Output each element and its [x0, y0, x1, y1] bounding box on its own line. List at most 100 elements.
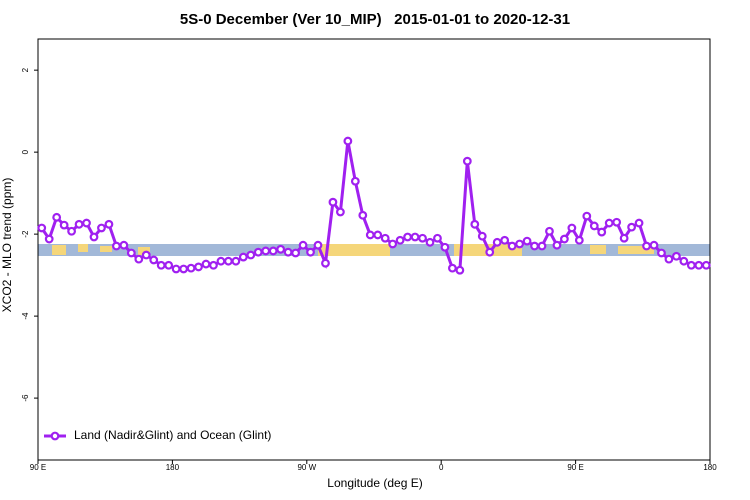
data-point	[597, 227, 607, 237]
data-point	[67, 226, 76, 236]
data-point	[126, 248, 136, 258]
data-point	[343, 136, 353, 146]
data-point	[448, 263, 457, 273]
data-point	[313, 240, 323, 250]
data-point	[395, 235, 405, 245]
data-point	[141, 250, 151, 260]
data-point	[642, 241, 651, 251]
data-point	[634, 218, 644, 228]
data-point	[238, 252, 248, 262]
y-tick-label: -2	[21, 230, 30, 238]
data-point	[179, 264, 189, 274]
data-point	[470, 219, 480, 229]
data-point	[574, 235, 584, 245]
data-point	[672, 251, 681, 261]
data-point	[530, 241, 539, 251]
data-point	[74, 219, 84, 229]
data-point	[268, 246, 278, 256]
data-point	[380, 233, 390, 243]
data-point	[194, 262, 203, 272]
data-point	[111, 241, 121, 251]
data-point	[492, 237, 502, 247]
data-point	[52, 212, 62, 222]
x-tick-label: 180	[703, 463, 717, 472]
data-point	[477, 231, 487, 241]
y-tick-label: 0	[21, 149, 30, 154]
data-point	[104, 219, 114, 229]
data-point	[664, 254, 674, 264]
data-point	[276, 244, 286, 254]
data-point	[82, 218, 91, 228]
data-point	[321, 258, 330, 268]
data-point	[694, 260, 704, 270]
data-point	[507, 241, 517, 251]
data-point	[358, 210, 368, 220]
data-point	[37, 223, 47, 233]
data-point	[164, 260, 174, 270]
plot-frame	[37, 38, 711, 461]
data-point	[149, 255, 159, 265]
data-point	[403, 232, 413, 242]
data-point	[328, 197, 338, 207]
y-axis-label: XCO2 - MLO trend (ppm)	[0, 178, 14, 313]
data-point	[679, 256, 689, 266]
y-tick-label: -6	[21, 394, 30, 402]
data-point	[627, 222, 636, 232]
data-point	[171, 264, 181, 274]
data-point	[425, 237, 435, 247]
data-point	[418, 233, 427, 243]
data-point	[291, 248, 301, 258]
data-point	[283, 247, 293, 257]
data-point	[433, 233, 442, 243]
y-tick-label: 2	[21, 67, 30, 72]
data-point	[522, 236, 532, 246]
x-tick-label: 90 E	[30, 463, 46, 472]
data-point	[701, 260, 711, 270]
data-point	[373, 230, 383, 240]
data-point	[350, 176, 360, 186]
data-point	[223, 256, 233, 266]
data-point	[537, 241, 547, 251]
data-point	[231, 256, 241, 266]
data-point	[500, 235, 510, 245]
data-point	[246, 250, 256, 260]
data-point	[455, 265, 465, 275]
y-tick-label: -4	[21, 312, 30, 320]
data-point	[216, 256, 226, 266]
x-tick-label: 0	[439, 463, 444, 472]
data-point	[89, 232, 99, 242]
data-point	[119, 240, 129, 250]
data-point	[186, 263, 196, 273]
data-point	[545, 226, 554, 236]
data-point	[365, 230, 375, 240]
chart-title: 5S-0 December (Ver 10_MIP) 2015-01-01 to…	[180, 11, 570, 28]
data-point	[201, 259, 211, 269]
data-point	[515, 239, 524, 249]
data-point	[560, 234, 569, 244]
data-point	[485, 247, 495, 257]
data-point	[582, 211, 592, 221]
data-point	[388, 239, 398, 249]
surface-strip	[38, 244, 710, 256]
data-point	[59, 220, 69, 230]
data-point	[209, 260, 218, 270]
legend-marker	[50, 431, 60, 441]
data-point	[97, 223, 106, 233]
data-point	[306, 247, 315, 257]
x-axis-label: Longitude (deg E)	[327, 476, 422, 490]
legend-label: Land (Nadir&Glint) and Ocean (Glint)	[74, 428, 271, 442]
data-point	[657, 248, 666, 258]
x-tick-label: 90 W	[297, 463, 316, 472]
data-point	[567, 223, 577, 233]
data-point	[440, 242, 450, 252]
data-point	[134, 254, 144, 264]
data-point	[410, 232, 420, 242]
data-point	[298, 240, 308, 250]
data-point	[612, 217, 622, 227]
data-point	[649, 240, 659, 250]
data-point	[619, 233, 629, 243]
data-point	[261, 246, 271, 256]
data-point	[552, 240, 562, 250]
data-point	[156, 260, 166, 270]
